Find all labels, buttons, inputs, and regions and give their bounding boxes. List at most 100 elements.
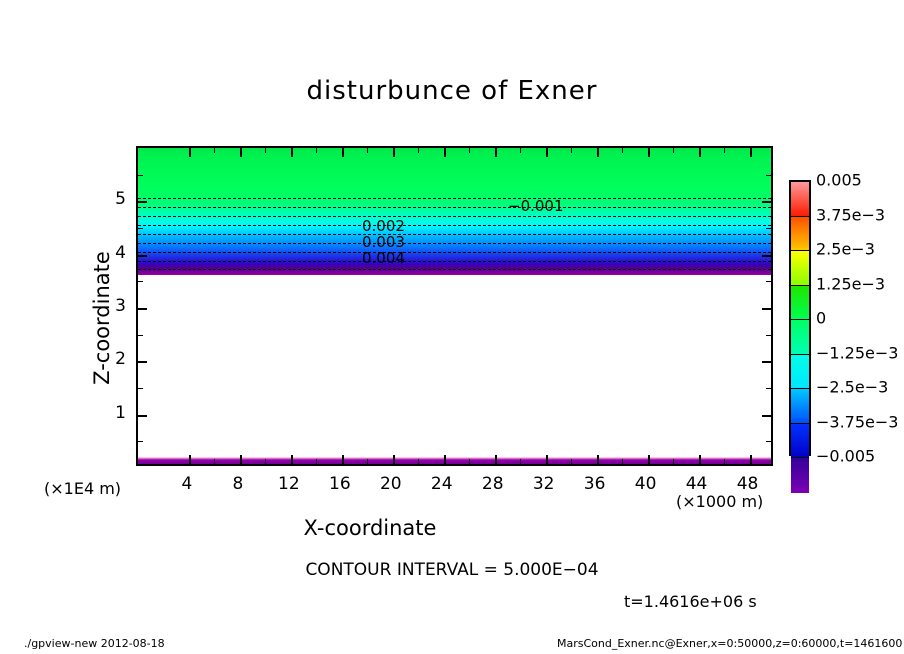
- contour-line: [138, 243, 771, 244]
- x-tick-label: 48: [736, 474, 759, 494]
- colorbar-segment: [791, 285, 809, 320]
- y-tick-label: 5: [115, 189, 126, 210]
- x-tick-top-minor: [367, 148, 368, 153]
- x-tick-top-major: [546, 148, 548, 157]
- x-tick-label: 28: [481, 474, 504, 494]
- y-tick-right-major: [762, 255, 771, 257]
- y-tick-minor: [138, 175, 143, 176]
- colorbar-segment: [791, 389, 809, 424]
- colorbar-segment: [791, 354, 809, 389]
- contour-value-label: −0.001: [508, 197, 564, 215]
- y-tick-minor: [138, 335, 143, 336]
- x-tick-top-minor: [418, 148, 419, 153]
- x-tick-top-major: [648, 148, 650, 157]
- x-tick-minor: [367, 459, 368, 464]
- x-tick-major: [189, 455, 191, 464]
- contour-line: [138, 252, 771, 253]
- colorbar-segment: [791, 182, 809, 217]
- x-tick-minor: [316, 459, 317, 464]
- x-tick-top-minor: [469, 148, 470, 153]
- colorbar-tick-label: −3.75e−3: [816, 412, 899, 431]
- x-tick-top-minor: [571, 148, 572, 153]
- y-tick-right-major: [762, 201, 771, 203]
- x-tick-top-major: [291, 148, 293, 157]
- y-tick-label: 4: [115, 242, 126, 263]
- x-tick-top-major: [699, 148, 701, 157]
- footer-left-text: ./gpview-new 2012-08-18: [24, 637, 165, 650]
- x-tick-major: [342, 455, 344, 464]
- x-tick-major: [495, 455, 497, 464]
- x-axis-unit: (×1000 m): [676, 492, 764, 511]
- y-tick-minor: [138, 441, 143, 442]
- x-tick-top-major: [342, 148, 344, 157]
- x-tick-major: [699, 455, 701, 464]
- x-tick-top-minor: [265, 148, 266, 153]
- contour-fill: [138, 148, 771, 464]
- y-axis-title: Z-coordinate: [90, 251, 114, 385]
- colorbar-tick-label: 1.25e−3: [816, 274, 886, 293]
- x-tick-top-minor: [520, 148, 521, 153]
- x-tick-minor: [724, 459, 725, 464]
- x-tick-top-minor: [673, 148, 674, 153]
- x-tick-major: [240, 455, 242, 464]
- y-tick-major: [138, 255, 147, 257]
- contour-value-label: 0.003: [362, 233, 405, 251]
- x-tick-top-major: [597, 148, 599, 157]
- contour-line: [138, 216, 771, 217]
- y-tick-right-minor: [766, 175, 771, 176]
- lower-purple-band: [138, 457, 771, 464]
- y-tick-major: [138, 361, 147, 363]
- x-tick-top-major: [393, 148, 395, 157]
- x-tick-minor: [418, 459, 419, 464]
- x-tick-top-major: [750, 148, 752, 157]
- colorbar-segment: [791, 251, 809, 286]
- y-tick-major: [138, 308, 147, 310]
- x-tick-major: [546, 455, 548, 464]
- upper-gradient-field: [138, 148, 771, 275]
- x-tick-label: 32: [532, 474, 555, 494]
- contour-line: [138, 225, 771, 226]
- x-tick-top-major: [495, 148, 497, 157]
- x-tick-top-minor: [622, 148, 623, 153]
- colorbar-tick-label: 2.5e−3: [816, 239, 875, 259]
- y-tick-right-major: [762, 308, 771, 310]
- colorbar-tick-label: 0: [816, 308, 827, 328]
- x-tick-top-minor: [316, 148, 317, 153]
- colorbar-tick-label: −0.005: [816, 446, 876, 466]
- contour-value-label: 0.004: [362, 249, 405, 267]
- x-tick-minor: [673, 459, 674, 464]
- x-tick-minor: [520, 459, 521, 464]
- contour-value-label: 0.002: [362, 217, 405, 235]
- x-tick-top-minor: [724, 148, 725, 153]
- y-tick-major: [138, 201, 147, 203]
- y-tick-label: 3: [115, 296, 126, 316]
- colorbar[interactable]: [789, 180, 811, 493]
- y-tick-minor: [138, 281, 143, 282]
- time-stamp-note: t=1.4616e+06 s: [624, 592, 757, 611]
- x-tick-top-major: [189, 148, 191, 157]
- y-tick-minor: [138, 388, 143, 389]
- colorbar-tick-label: −1.25e−3: [816, 343, 899, 362]
- x-tick-major: [444, 455, 446, 464]
- x-tick-major: [648, 455, 650, 464]
- y-tick-right-major: [762, 361, 771, 363]
- contour-line: [138, 269, 771, 270]
- x-tick-label: 40: [634, 474, 657, 494]
- x-tick-major: [291, 455, 293, 464]
- blank-field-region: [138, 275, 771, 461]
- x-tick-top-minor: [214, 148, 215, 153]
- x-axis-title: X-coordinate: [303, 516, 437, 540]
- y-tick-minor: [138, 228, 143, 229]
- x-tick-major: [597, 455, 599, 464]
- x-tick-label: 36: [583, 474, 606, 494]
- colorbar-segment: [791, 458, 809, 493]
- page-title: disturbunce of Exner: [306, 76, 598, 106]
- x-tick-minor: [469, 459, 470, 464]
- y-tick-right-minor: [766, 228, 771, 229]
- y-tick-major: [138, 415, 147, 417]
- x-tick-minor: [214, 459, 215, 464]
- contour-line: [138, 261, 771, 262]
- y-tick-right-major: [762, 415, 771, 417]
- contour-plot-area[interactable]: [136, 146, 773, 466]
- y-tick-right-minor: [766, 281, 771, 282]
